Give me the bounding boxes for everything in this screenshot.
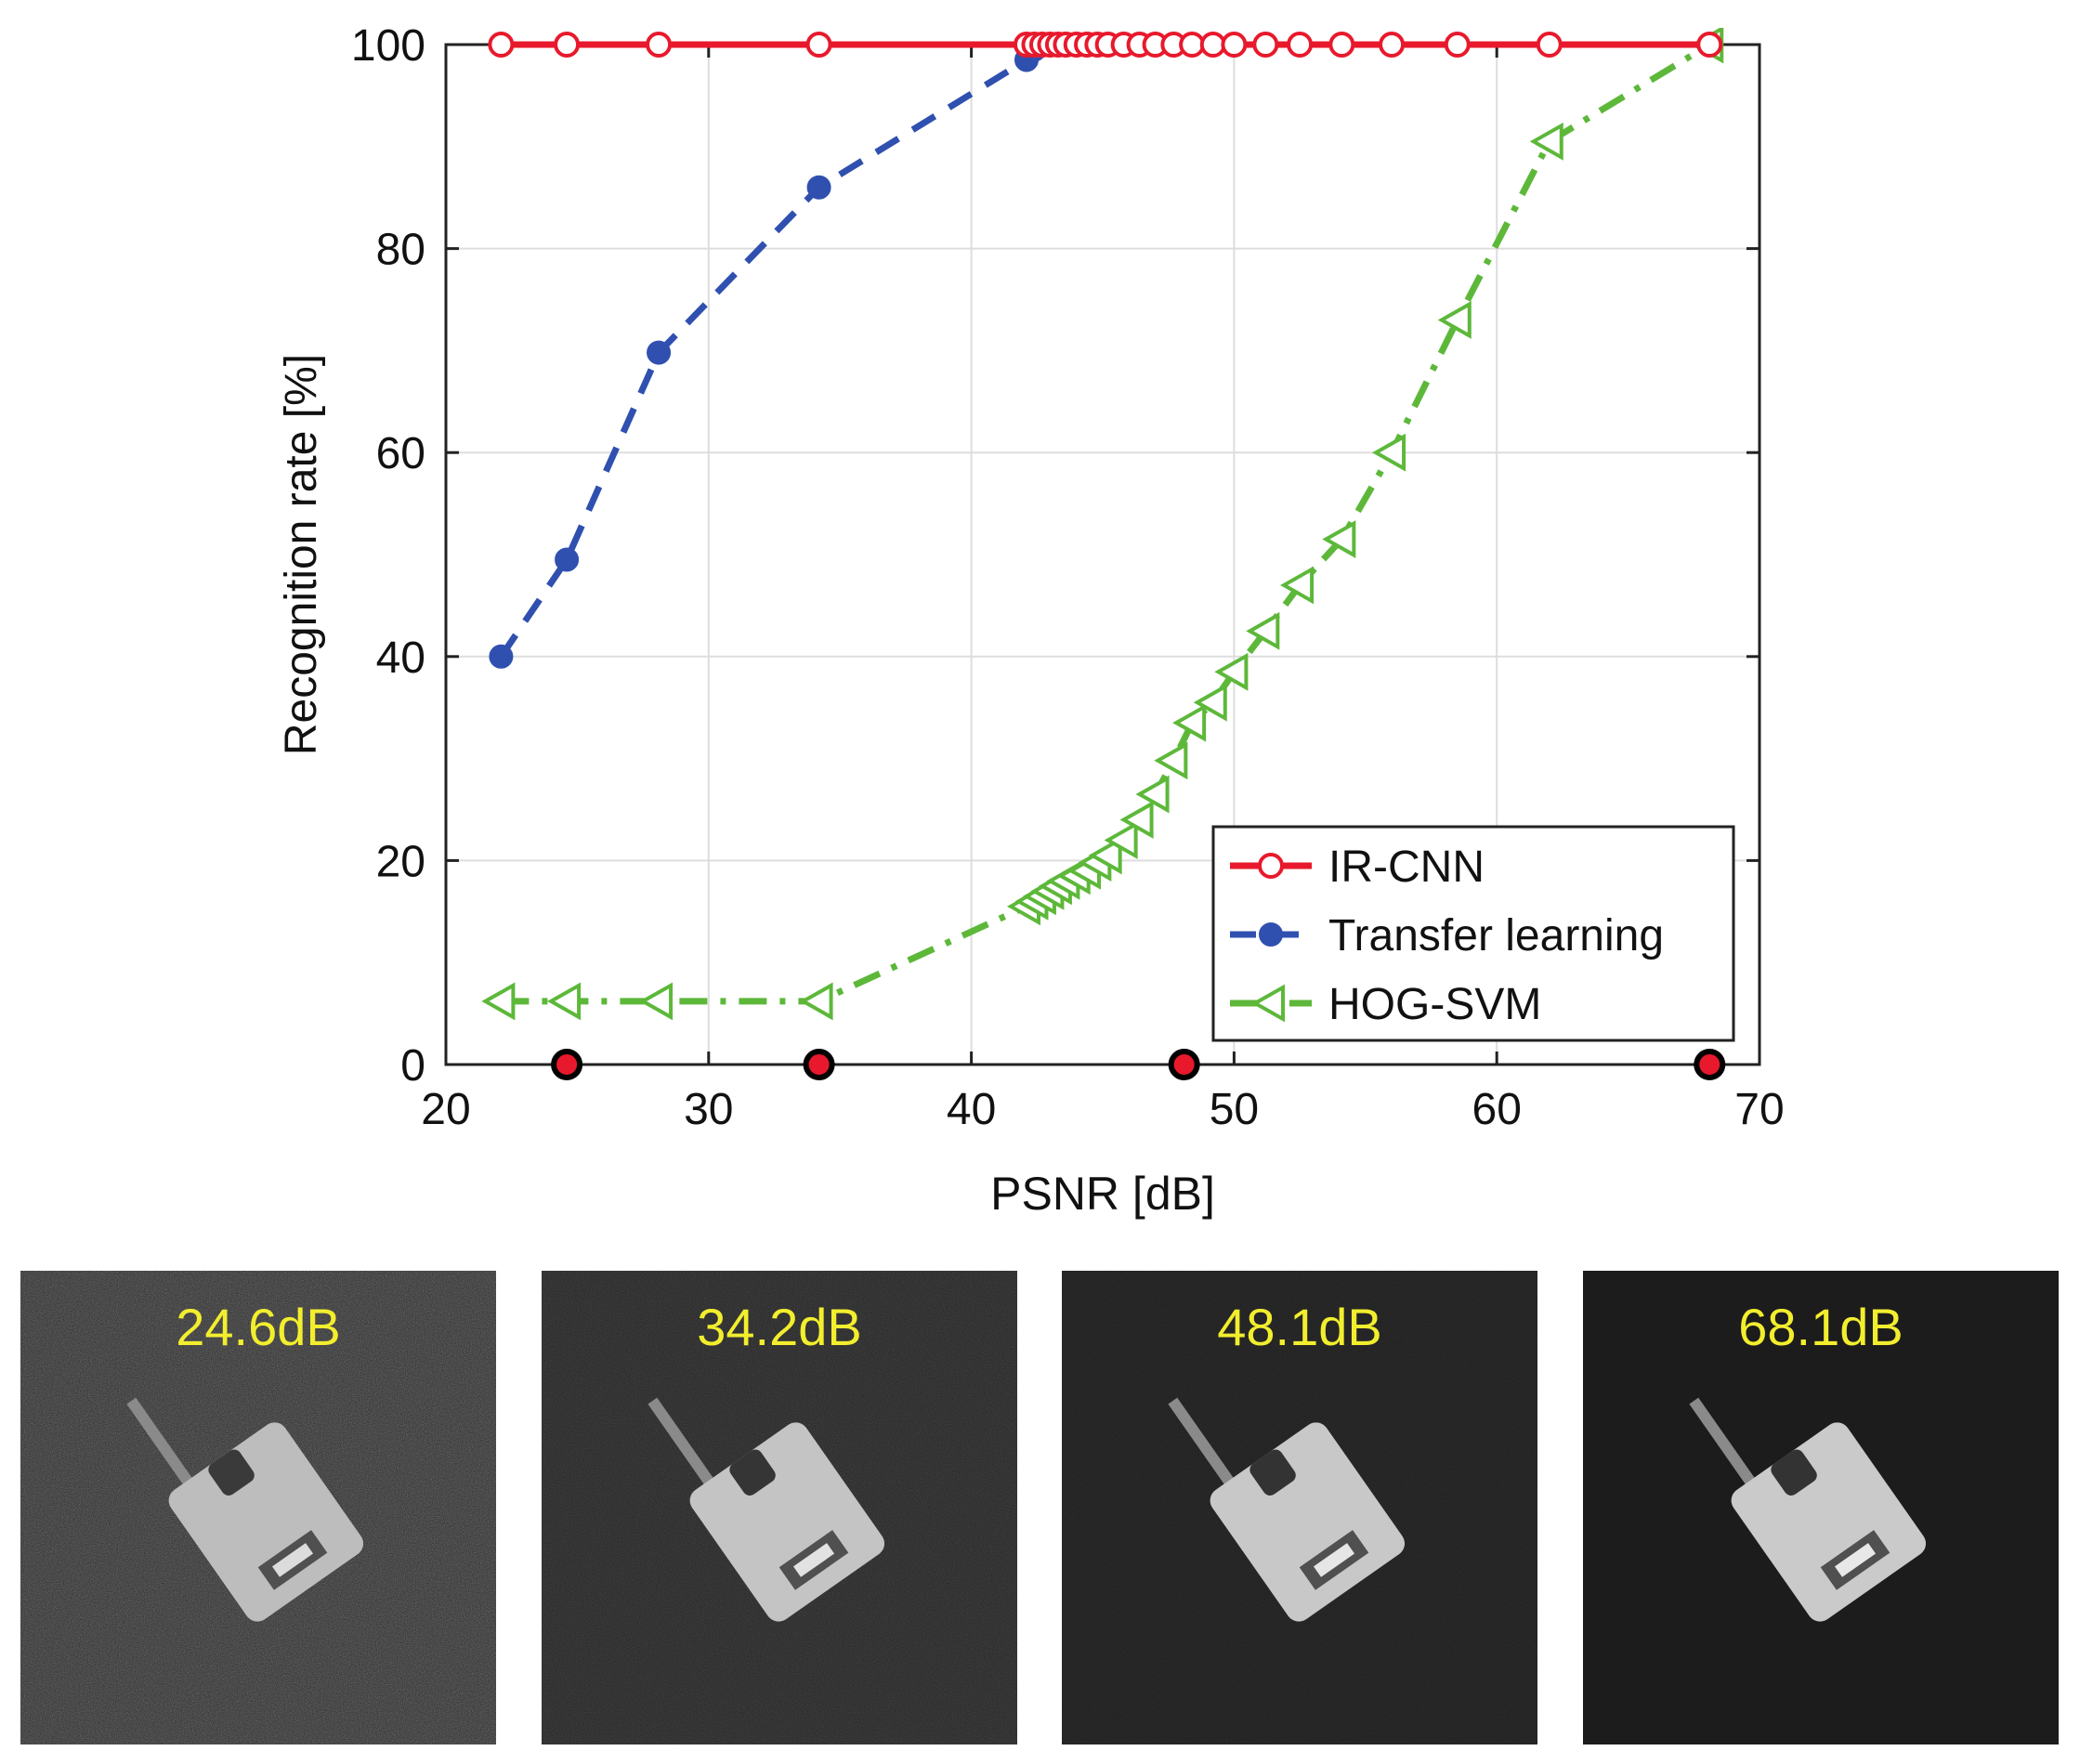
- data-point: [1379, 32, 1406, 58]
- data-point: [1252, 32, 1279, 58]
- x-tick-label: 40: [947, 1085, 996, 1134]
- y-tick-label: 80: [376, 226, 425, 275]
- highlight-point: [551, 1049, 583, 1080]
- highlight-point: [1168, 1049, 1200, 1080]
- data-point: [639, 982, 674, 1021]
- x-tick-label: 60: [1472, 1085, 1522, 1134]
- x-tick-label: 50: [1210, 1085, 1259, 1134]
- data-point: [1328, 32, 1355, 58]
- data-point: [1135, 775, 1170, 814]
- data-point: [1280, 566, 1315, 605]
- data-point: [806, 175, 831, 200]
- y-axis-label: Recognition rate [%]: [277, 354, 326, 755]
- data-point: [805, 32, 832, 58]
- x-tick-label: 20: [421, 1085, 470, 1134]
- legend-label: Transfer learning: [1328, 911, 1664, 960]
- data-point: [1529, 122, 1563, 161]
- data-point: [1179, 32, 1206, 58]
- legend-marker: [1258, 853, 1284, 879]
- data-point: [1199, 32, 1226, 58]
- data-point: [1437, 301, 1472, 339]
- thumbnail-psnr-2: 34.2dB: [542, 1271, 1017, 1744]
- data-point: [1372, 433, 1406, 472]
- target-object-image: [1689, 1397, 1927, 1622]
- data-point: [1214, 652, 1249, 691]
- legend-marker: [1259, 922, 1283, 947]
- series-ir-cnn: [488, 32, 1723, 58]
- grid-lines: [445, 44, 1760, 1065]
- thumbnail-label: 48.1dB: [1217, 1298, 1382, 1356]
- data-point: [1287, 32, 1314, 58]
- thumbnail-label: 68.1dB: [1738, 1298, 1903, 1356]
- data-point: [489, 644, 514, 669]
- y-tick-label: 60: [376, 429, 425, 478]
- data-point: [1444, 32, 1471, 58]
- x-tick-label: 30: [684, 1085, 733, 1134]
- data-point: [554, 32, 581, 58]
- data-point: [1193, 683, 1227, 722]
- data-point: [1172, 703, 1207, 742]
- thumbnail-label: 34.2dB: [697, 1298, 862, 1356]
- x-axis-label: PSNR [dB]: [990, 1168, 1215, 1220]
- legend-label: HOG-SVM: [1328, 980, 1541, 1029]
- highlight-point: [1694, 1049, 1726, 1080]
- x-tick-label: 70: [1734, 1085, 1784, 1134]
- highlight-point: [803, 1049, 835, 1080]
- data-point: [481, 982, 516, 1021]
- data-point: [1119, 801, 1154, 839]
- data-point: [647, 340, 672, 365]
- data-point: [1104, 821, 1138, 859]
- data-point: [646, 32, 673, 58]
- data-point: [799, 982, 833, 1021]
- y-tick-label: 100: [351, 21, 425, 71]
- thumbnail-psnr-1: 24.6dB: [20, 1271, 496, 1744]
- thumbnail-psnr-4: 68.1dB: [1583, 1271, 2059, 1744]
- thumbnail-psnr-3: 48.1dB: [1062, 1271, 1537, 1744]
- data-point: [1154, 741, 1188, 780]
- highlight-points: [551, 1049, 1726, 1080]
- legend-label: IR-CNN: [1328, 843, 1485, 892]
- legend-marker: [1250, 984, 1285, 1023]
- data-point: [1696, 32, 1723, 58]
- y-tick-label: 0: [400, 1041, 425, 1091]
- data-point: [1536, 32, 1563, 58]
- thumbnail-label: 24.6dB: [176, 1298, 341, 1356]
- data-point: [547, 982, 582, 1021]
- legend-item: IR-CNN: [1230, 843, 1485, 892]
- target-object-image: [126, 1397, 364, 1622]
- legend: IR-CNN Transfer learning HOG-SVM: [1211, 825, 1735, 1042]
- target-object-image: [648, 1397, 885, 1622]
- data-point: [1246, 611, 1280, 650]
- data-point: [1088, 836, 1122, 875]
- legend-item: Transfer learning: [1230, 911, 1664, 960]
- data-point: [555, 547, 580, 572]
- data-point: [488, 32, 515, 58]
- data-point: [1322, 520, 1356, 558]
- legend-item: HOG-SVM: [1230, 980, 1541, 1029]
- data-point: [1221, 32, 1248, 58]
- series-layer: [481, 28, 1724, 1021]
- y-tick-label: 20: [376, 837, 425, 886]
- y-tick-label: 40: [376, 634, 425, 683]
- target-object-image: [1168, 1397, 1406, 1622]
